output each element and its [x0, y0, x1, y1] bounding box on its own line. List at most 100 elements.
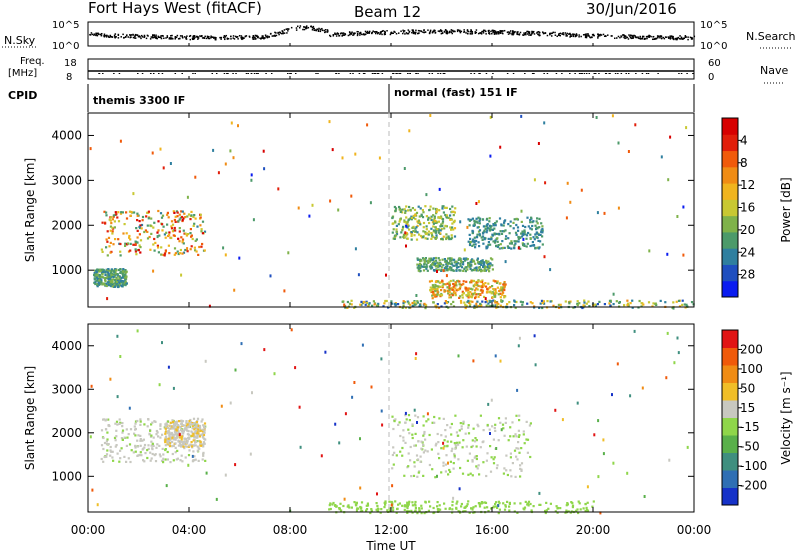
range-gate-cell — [115, 282, 119, 285]
range-gate-cell — [479, 414, 482, 417]
range-gate-cell — [123, 276, 126, 279]
range-gate-cell — [459, 220, 462, 224]
range-gate-cell — [411, 226, 414, 229]
range-gate-cell — [451, 269, 454, 272]
range-gate-cell — [492, 279, 495, 282]
nsky-point — [642, 35, 645, 38]
range-gate-cell — [158, 383, 161, 387]
range-gate-cell — [151, 452, 154, 456]
range-gate-cell — [685, 303, 688, 306]
nsky-point — [667, 36, 669, 38]
range-gate-cell — [156, 235, 159, 239]
range-gate-cell — [198, 424, 202, 428]
nave-point — [485, 73, 488, 74]
range-gate-cell — [134, 248, 137, 251]
range-gate-cell — [432, 285, 435, 288]
range-gate-cell — [533, 334, 536, 338]
range-gate-cell — [407, 503, 410, 506]
range-gate-cell — [491, 285, 494, 288]
range-gate-cell — [593, 433, 596, 437]
range-gate-cell — [93, 273, 96, 276]
range-gate-cell — [495, 220, 498, 223]
nsky-point — [466, 29, 469, 31]
nsky-point — [266, 36, 269, 39]
range-gate-cell — [512, 435, 515, 438]
nsky-point — [181, 36, 184, 38]
nsky-point — [488, 33, 491, 35]
range-gate-cell — [370, 509, 373, 512]
range-gate-cell — [452, 300, 455, 303]
nsky-point — [448, 30, 451, 33]
range-gate-cell — [121, 425, 124, 428]
nsky-point — [429, 29, 432, 32]
nsky-point — [295, 29, 298, 31]
range-gate-cell — [491, 268, 494, 271]
range-gate-cell — [269, 274, 272, 278]
range-gate-cell — [398, 502, 401, 505]
range-gate-cell — [432, 506, 435, 510]
range-gate-cell — [483, 238, 486, 241]
range-gate-cell — [98, 273, 101, 277]
range-gate-cell — [402, 439, 405, 442]
range-gate-cell — [421, 265, 424, 268]
range-gate-cell — [509, 469, 512, 472]
range-gate-cell — [643, 495, 646, 498]
range-gate-cell — [461, 290, 464, 293]
range-gate-cell — [179, 428, 183, 432]
range-gate-cell — [465, 294, 468, 297]
range-gate-cell — [454, 281, 457, 284]
range-gate-cell — [186, 441, 189, 445]
range-gate-cell — [403, 508, 406, 511]
range-gate-cell — [208, 304, 211, 308]
nsky-point — [158, 36, 161, 39]
range-gate-cell — [437, 231, 440, 234]
range-gate-cell — [453, 454, 456, 457]
nsky-point — [272, 35, 275, 37]
nsky-point — [96, 34, 99, 37]
range-gate-cell — [370, 508, 373, 511]
range-gate-cell — [659, 299, 662, 302]
nsky-point — [454, 30, 456, 33]
range-gate-cell — [147, 447, 150, 450]
range-gate-cell — [89, 435, 92, 439]
range-gate-cell — [414, 227, 417, 230]
range-gate-cell — [445, 267, 448, 270]
range-gate-cell — [477, 269, 480, 272]
range-gate-cell — [121, 272, 124, 275]
nsky-point — [475, 31, 478, 34]
range-gate-cell — [176, 211, 179, 214]
nsky-point — [439, 29, 442, 31]
nsky-point — [156, 37, 158, 40]
nsky-point — [531, 30, 533, 33]
range-gate-cell — [517, 344, 520, 348]
nsky-point — [450, 29, 453, 31]
range-gate-cell — [443, 290, 446, 293]
range-gate-cell — [675, 300, 678, 303]
range-gate-cell — [202, 433, 206, 437]
range-gate-cell — [377, 302, 380, 305]
nsky-point — [491, 29, 493, 32]
range-gate-cell — [416, 257, 419, 260]
range-gate-cell — [164, 432, 167, 435]
range-gate-cell — [444, 435, 447, 438]
range-gate-cell — [110, 222, 113, 225]
range-gate-cell — [486, 268, 489, 271]
range-gate-cell — [164, 249, 167, 252]
nave-point — [399, 73, 402, 74]
range-gate-cell — [415, 238, 419, 241]
nave-point — [443, 73, 446, 74]
range-gate-cell — [101, 250, 104, 253]
range-gate-cell — [428, 209, 431, 212]
nsky-point — [317, 29, 320, 31]
nsky-point — [559, 32, 562, 35]
range-gate-cell — [107, 277, 110, 280]
range-gate-cell — [518, 419, 521, 422]
range-gate-cell — [449, 287, 452, 290]
range-gate-cell — [503, 288, 506, 292]
range-gate-cell — [481, 218, 484, 221]
range-gate-cell — [518, 451, 521, 454]
nsky-point — [287, 30, 289, 32]
power-colorbar-label: Power [dB] — [779, 177, 793, 242]
range-gate-cell — [104, 222, 107, 225]
